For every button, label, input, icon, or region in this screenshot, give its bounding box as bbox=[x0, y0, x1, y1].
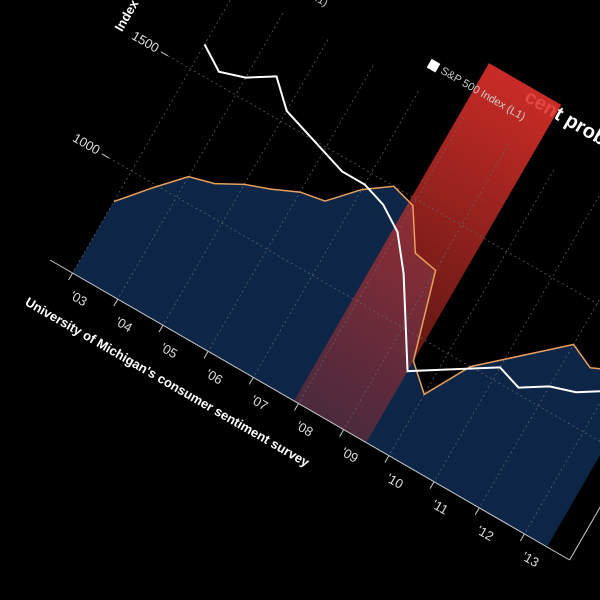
x-tick bbox=[113, 298, 119, 307]
x-tick-label: '10 bbox=[384, 470, 406, 491]
x-tick bbox=[203, 351, 209, 359]
x-tick bbox=[248, 377, 254, 385]
grid-line bbox=[117, 13, 284, 300]
x-tick bbox=[158, 324, 164, 333]
recession-band bbox=[293, 63, 562, 443]
grid-line bbox=[167, 55, 600, 357]
x-tick-label: '09 bbox=[339, 444, 361, 465]
x-tick bbox=[474, 507, 480, 516]
y-tick-label: 1500 bbox=[129, 28, 162, 55]
grid-line bbox=[524, 247, 600, 535]
grid-line bbox=[298, 117, 464, 404]
y2-axis bbox=[569, 273, 600, 561]
x-tick-label: '04 bbox=[113, 314, 135, 335]
grid-line bbox=[207, 65, 374, 352]
y-tick bbox=[160, 51, 169, 57]
legend-label: R1) bbox=[308, 0, 329, 9]
x-tick bbox=[68, 272, 74, 281]
x-tick bbox=[339, 429, 345, 437]
grid-line bbox=[72, 0, 238, 274]
x-tick-label: '03 bbox=[68, 288, 90, 309]
x-tick-label: '11 bbox=[430, 497, 451, 518]
line bbox=[113, 175, 600, 396]
x-axis bbox=[49, 259, 570, 561]
grid-line bbox=[433, 195, 600, 482]
line bbox=[203, 43, 600, 394]
x-tick bbox=[384, 455, 390, 463]
grid-line bbox=[162, 39, 329, 326]
legend-swatch bbox=[426, 58, 441, 73]
y-tick bbox=[101, 153, 110, 159]
x-tick-label: '06 bbox=[203, 366, 225, 387]
x-tick-label: '12 bbox=[474, 522, 496, 543]
y-tick-label: 1000 bbox=[70, 130, 103, 157]
x-tick-label: '08 bbox=[294, 418, 316, 439]
grid-line bbox=[108, 157, 600, 459]
x-tick bbox=[519, 533, 525, 542]
grid-line bbox=[478, 221, 600, 509]
grid-line bbox=[343, 143, 509, 430]
x-tick-label: '05 bbox=[158, 340, 180, 361]
grid-line bbox=[388, 169, 555, 456]
x-tick bbox=[429, 481, 435, 489]
grid-line bbox=[253, 91, 419, 378]
x-tick-label: '07 bbox=[248, 392, 270, 413]
x-tick-label: '13 bbox=[519, 549, 541, 570]
x-tick bbox=[294, 403, 299, 411]
